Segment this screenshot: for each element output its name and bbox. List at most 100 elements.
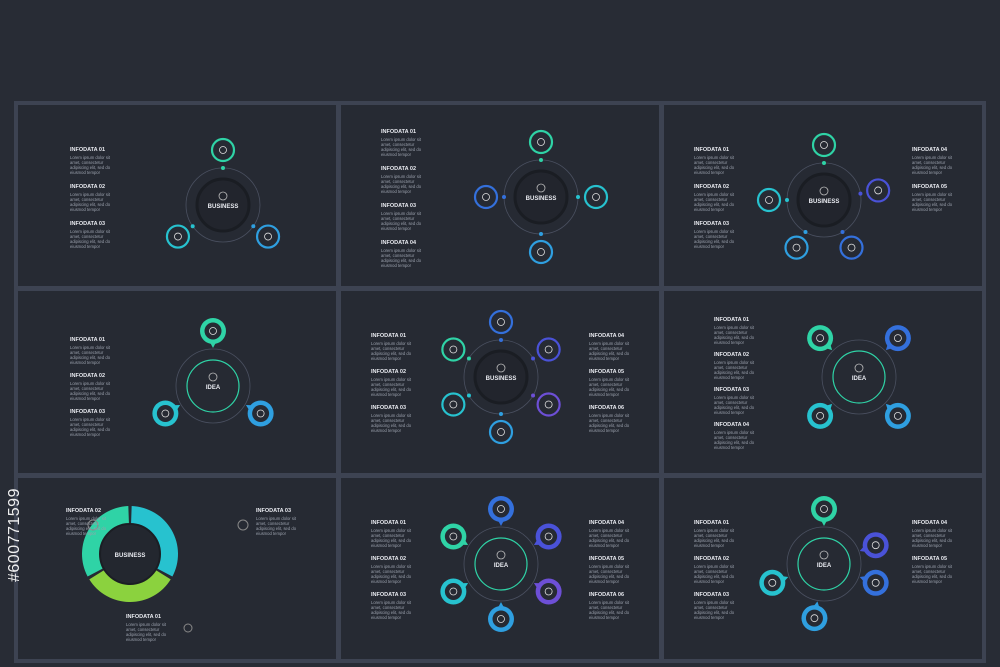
pin-inner [444,527,462,545]
info-item: INFODATA 05 Lorem ipsum dolor sit amet, c… [912,556,960,584]
node-icon [537,248,545,256]
info-item: INFODATA 01 Lorem ipsum dolor sit amet, c… [70,147,118,175]
node-icon [256,409,265,418]
item-title: INFODATA 01 [371,519,407,526]
node-icon [893,412,902,421]
center-label: IDEA [817,563,832,569]
pin-inner [805,609,823,627]
node-icon [449,587,458,596]
template-panel: BUSINESS INFODATA 01 Lorem ipsum dolor sit… [664,105,982,287]
center-label: IDEA [206,385,221,391]
info-item: INFODATA 04 Lorem ipsum dolor sit amet, c… [589,333,637,361]
item-text: Lorem ipsum dolor sit amet, consectetur … [694,229,735,249]
ring-segment [131,505,178,577]
item-text: Lorem ipsum dolor sit amet, consectetur … [912,192,953,212]
center-disc [99,522,161,585]
pin-inner [204,322,222,340]
node-icon [497,504,505,513]
info-item: INFODATA 01 Lorem ipsum dolor sit amet, c… [381,129,429,157]
center-icon [854,363,864,373]
center-ring [474,537,528,591]
node [441,337,466,362]
center-label: BUSINESS [526,196,557,202]
info-item: INFODATA 04 Lorem ipsum dolor sit amet, c… [912,147,960,175]
info-item: INFODATA 04 Lorem ipsum dolor sit amet, c… [714,422,762,450]
pin-inner [540,527,558,545]
pin-inner [867,573,885,591]
item-title: INFODATA 01 [694,147,730,153]
info-item: INFODATA 03 Lorem ipsum dolor sit amet, c… [371,405,419,433]
pin-inner [252,405,270,423]
info-item: INFODATA 02 Lorem ipsum dolor sit amet, c… [371,369,419,397]
center-icon [819,550,829,560]
info-item: INFODATA 03 Lorem ipsum dolor sit amet, c… [371,592,419,620]
connector-ring [463,526,539,602]
connector-ring [786,526,862,602]
node-icon [768,578,777,587]
node-dot [221,166,225,170]
diagram: BUSINESS [756,132,891,260]
node [528,239,554,265]
pin-inner [492,610,510,628]
info-item: INFODATA 01 Lorem ipsum dolor sit amet, c… [371,333,419,361]
center-icon [218,191,228,201]
item-text: Lorem ipsum dolor sit amet, consectetur … [381,174,422,194]
info-item: INFODATA 03 Lorem ipsum dolor sit amet, c… [70,221,118,249]
node-icon [537,138,545,146]
info-item: INFODATA 02 Lorem ipsum dolor sit amet, c… [714,352,762,380]
item-title: INFODATA 01 [714,317,750,324]
center-icon [496,363,506,373]
item-title: INFODATA 03 [70,221,106,227]
node-icon [544,587,553,596]
node-icon [174,232,182,241]
node-dot [499,338,503,343]
item-title: INFODATA 05 [912,184,948,190]
node-icon [816,412,825,421]
pin-inner [444,582,462,600]
connector-ring [821,339,897,415]
pin-inner [763,573,781,591]
item-title: INFODATA 02 [70,184,106,190]
diagram: IDEA [807,325,911,430]
item-text: Lorem ipsum dolor sit amet, consectetur … [371,413,412,434]
item-text: Lorem ipsum dolor sit amet, consectetur … [589,563,630,584]
node-dot [539,158,543,162]
info-item: INFODATA 02 Lorem ipsum dolor sit amet, c… [381,166,429,194]
item-text: Lorem ipsum dolor sit amet, consectetur … [714,430,755,451]
item-title: INFODATA 05 [589,555,625,562]
item-text: Lorem ipsum dolor sit amet, consectetur … [371,599,412,620]
item-title: INFODATA 02 [694,184,730,190]
node-icon [209,327,217,336]
item-text: Lorem ipsum dolor sit amet, consectetur … [70,155,111,175]
pin-inner [156,405,174,423]
item-title: INFODATA 05 [589,369,625,376]
info-item: INFODATA 05 Lorem ipsum dolor sit amet, c… [589,556,637,584]
pin-inner [889,329,907,347]
node [210,137,236,163]
node [536,337,561,362]
item-title: INFODATA 01 [381,129,417,135]
node-dot [251,224,256,229]
item-title: INFODATA 03 [381,203,417,209]
template-panel: IDEA INFODATA 01 Lorem ipsum dolor sit ame… [664,477,982,659]
node-dot [531,356,536,361]
stock-id: #600771599 [6,488,23,582]
template-grid: BUSINESS INFODATA 01 Lorem ipsum dolor sit… [14,101,986,663]
info-item: INFODATA 01 Lorem ipsum dolor sit amet, c… [70,337,118,365]
info-item: INFODATA 05 Lorem ipsum dolor sit amet, c… [589,369,637,397]
info-item: INFODATA 02 Lorem ipsum dolor sit amet, c… [66,508,114,536]
item-title: INFODATA 04 [589,333,625,340]
node [784,235,809,260]
info-item: INFODATA 04 Lorem ipsum dolor sit amet, c… [589,520,637,548]
node-icon [544,345,553,354]
node-icon [810,613,819,622]
diagram: IDEA [759,495,889,631]
center-label: BUSINESS [486,376,517,382]
pin-inner [889,407,907,425]
node-icon [264,232,272,241]
node-dot [840,230,845,235]
item-text: Lorem ipsum dolor sit amet, consectetur … [256,515,297,536]
node-icon [592,193,600,201]
item-text: Lorem ipsum dolor sit amet, consectetur … [694,599,735,620]
item-title: INFODATA 02 [371,369,407,376]
